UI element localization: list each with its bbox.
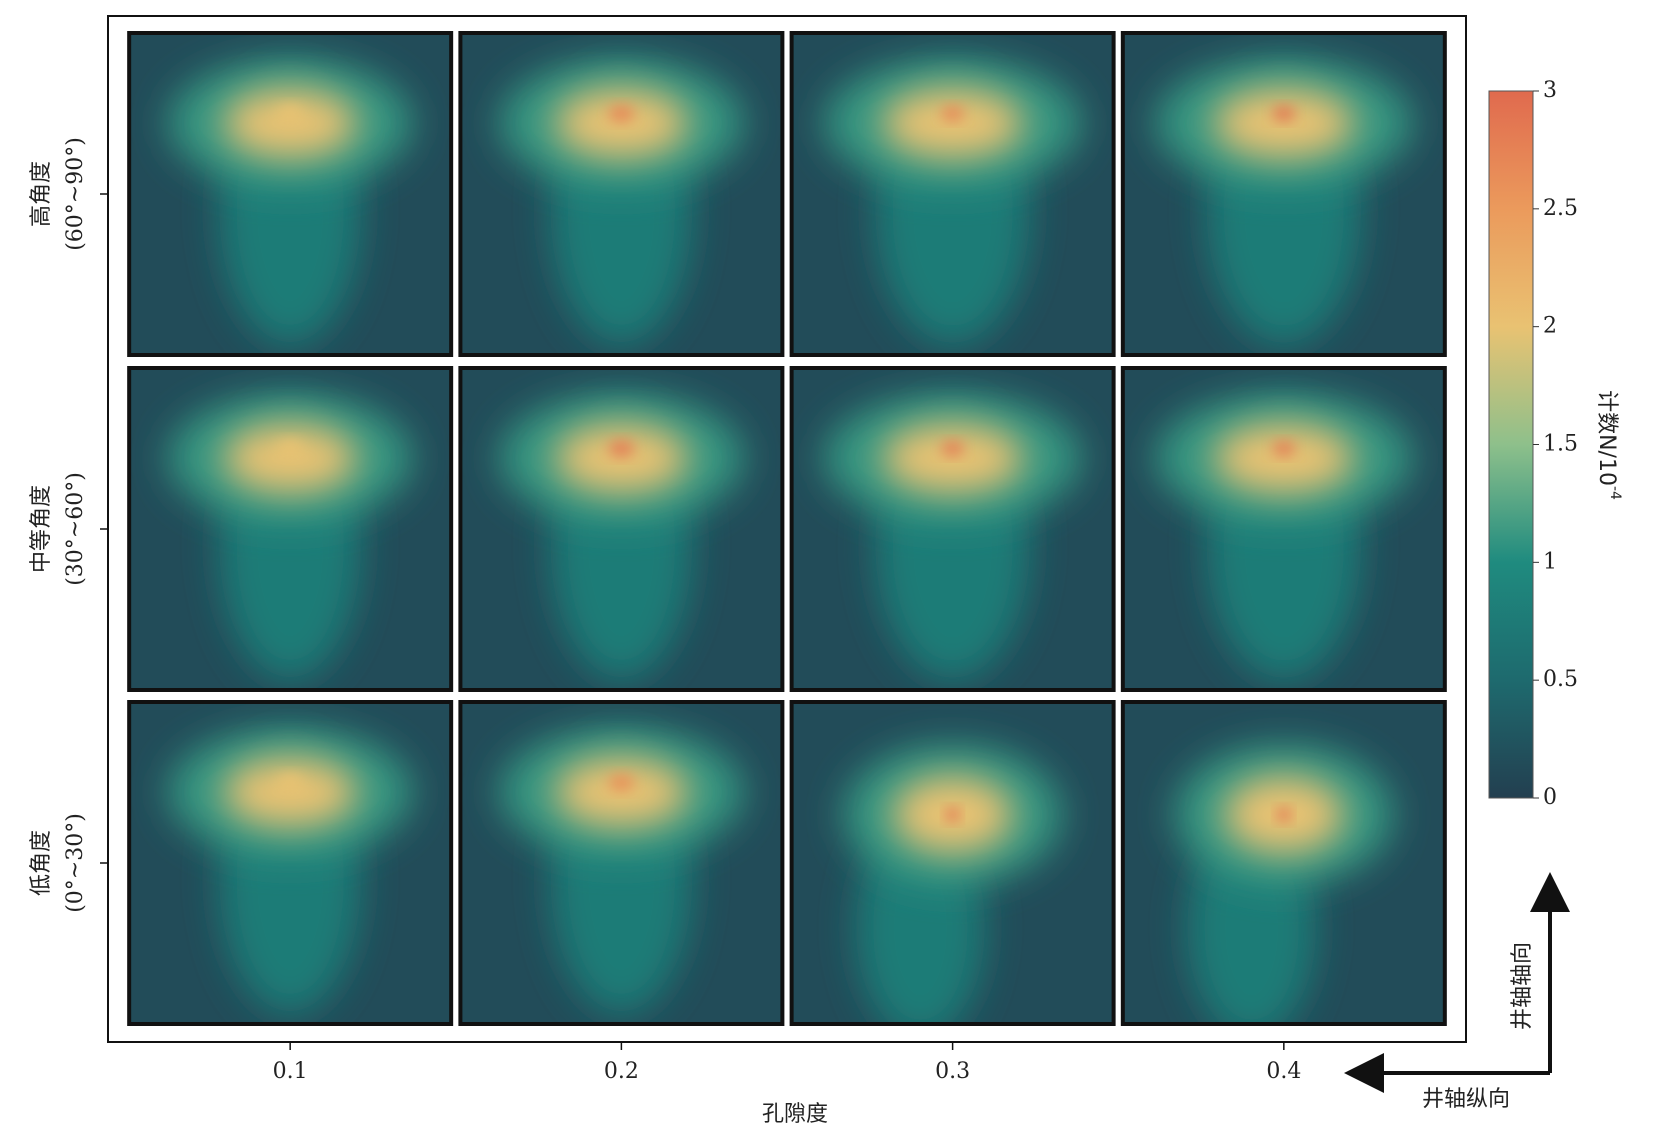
panel-frame [789, 31, 1116, 357]
heatmap-panel [127, 31, 454, 357]
blob [881, 87, 1024, 159]
row-label: 中等角度 [29, 485, 54, 573]
panel-content [791, 368, 1114, 690]
peak [1272, 106, 1296, 121]
heatmap-panel [1120, 366, 1447, 692]
peak [608, 105, 635, 122]
blob [554, 756, 689, 828]
heatmap-panel [1120, 700, 1447, 1026]
panel-content [1122, 368, 1445, 690]
colorbar-tick-label: 1.5 [1543, 432, 1578, 457]
x-tick-label: 0.2 [604, 1059, 639, 1084]
colorbar-tick-label: 0 [1543, 785, 1557, 810]
panel-frame [127, 700, 454, 1026]
x-tick-label: 0.1 [273, 1059, 308, 1084]
heatmap-panel [458, 31, 785, 357]
blob [554, 87, 689, 159]
peak [277, 440, 304, 457]
panel-content [791, 33, 1114, 355]
heatmap-panel [1120, 31, 1447, 357]
x-axis-label: 孔隙度 [762, 1102, 828, 1127]
blob [554, 422, 689, 494]
panel-frame [127, 366, 454, 692]
heatmap-panel [789, 366, 1116, 692]
x-tick-label: 0.3 [935, 1059, 970, 1084]
panel-frame [458, 366, 785, 692]
blob [222, 756, 358, 828]
panel-frame [458, 700, 785, 1026]
blob [881, 422, 1024, 494]
colorbar-tick-label: 0.5 [1543, 667, 1578, 692]
colorbar [1488, 90, 1534, 799]
blob [1212, 87, 1355, 159]
heatmap-panel [127, 366, 454, 692]
panel-content [1122, 702, 1445, 1024]
heatmap-panel [127, 700, 454, 1026]
heatmap-panel [789, 31, 1116, 357]
row-range: (0°~30°) [63, 813, 88, 913]
colorbar-label: 计数N/10-4 [1594, 390, 1623, 500]
panel-content [129, 702, 452, 1024]
panel-content [129, 368, 452, 690]
panel-content [460, 368, 783, 690]
panel-frame [789, 366, 1116, 692]
x-tick-label: 0.4 [1266, 1059, 1301, 1084]
peak [1272, 441, 1296, 456]
panel-frame [789, 700, 1116, 1026]
heatmap-panel [458, 366, 785, 692]
colorbar-label-text: 计数N/10 [1594, 390, 1619, 486]
annotation: 井轴轴向 [1510, 942, 1535, 1030]
panel-frame [458, 31, 785, 357]
panel-frame [1120, 700, 1447, 1026]
peak [941, 441, 964, 456]
row-label: 低角度 [29, 830, 54, 896]
peak [941, 106, 964, 121]
panel-frame [127, 31, 454, 357]
peak [1277, 808, 1291, 822]
peak [608, 440, 635, 457]
panel-content [460, 702, 783, 1024]
blob [222, 87, 358, 159]
colorbar-label-exponent: -4 [1607, 486, 1623, 500]
peak [277, 774, 304, 791]
colorbar-tick-label: 1 [1543, 549, 1557, 574]
peak [946, 808, 960, 822]
annotation: 井轴纵向 [1422, 1087, 1510, 1112]
row-range: (30°~60°) [63, 472, 88, 586]
row-label: 高角度 [29, 161, 54, 227]
peak [277, 105, 304, 122]
panel-frame [1120, 366, 1447, 692]
row-range: (60°~90°) [63, 137, 88, 251]
colorbar-tick-label: 2 [1543, 314, 1557, 339]
panel-content [129, 33, 452, 355]
panel-content [791, 702, 1114, 1024]
panel-content [460, 33, 783, 355]
panel-content [1122, 33, 1445, 355]
heatmap-panel [789, 700, 1116, 1026]
blob [222, 422, 358, 494]
colorbar-tick-label: 2.5 [1543, 196, 1578, 221]
heatmap-panel [458, 700, 785, 1026]
peak [608, 774, 635, 791]
blob [1212, 422, 1355, 494]
colorbar-tick-label: 3 [1543, 78, 1557, 103]
panel-frame [1120, 31, 1447, 357]
